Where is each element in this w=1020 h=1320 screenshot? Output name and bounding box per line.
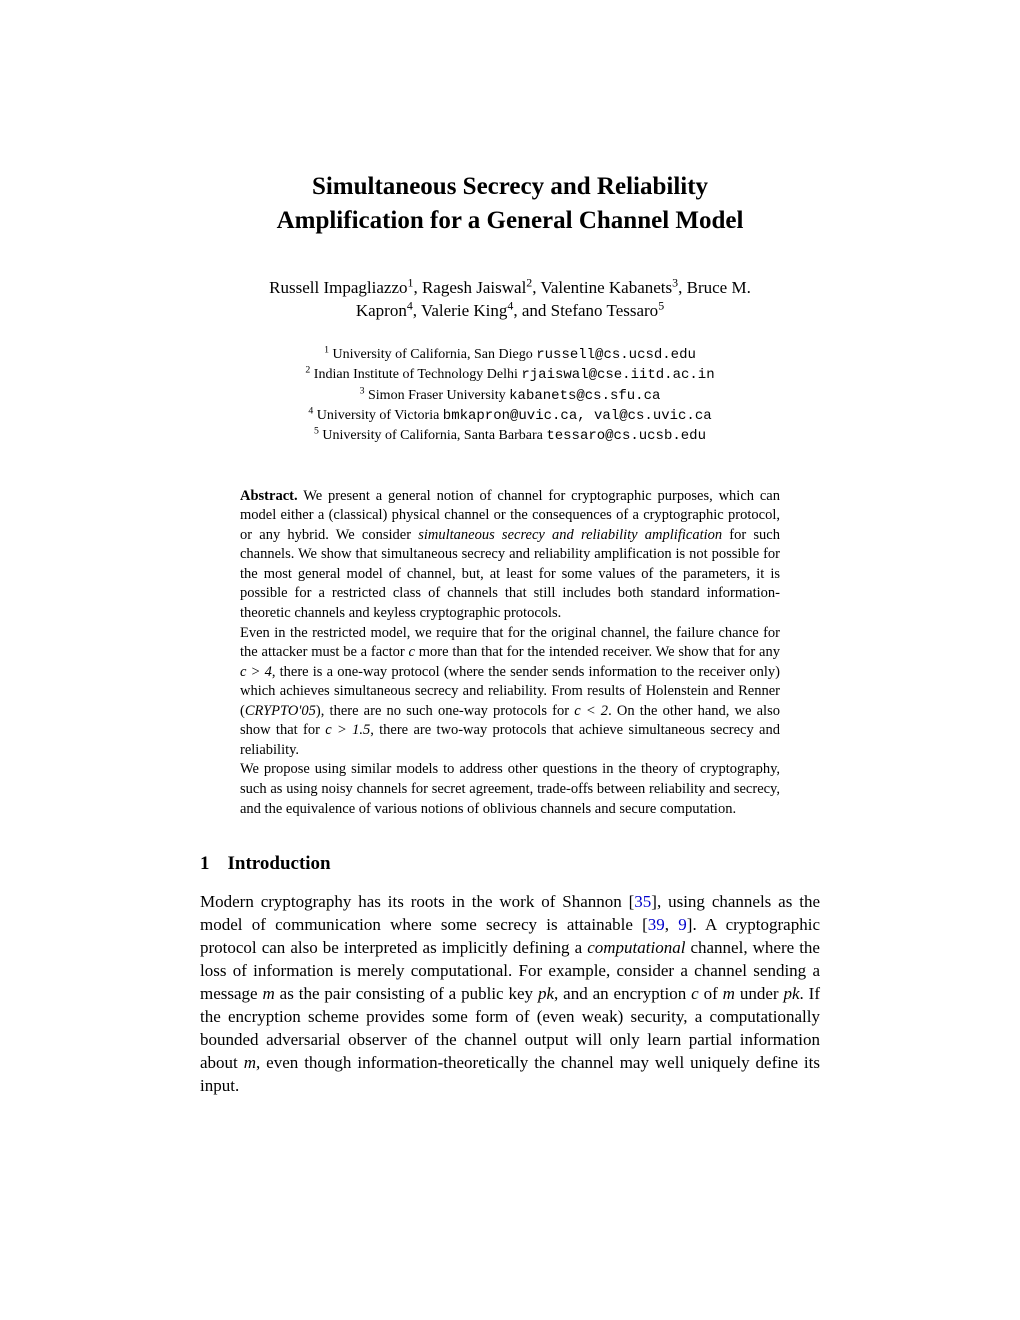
abstract-block: Abstract. We present a general notion of… (240, 487, 780, 820)
section-title: Introduction (228, 853, 331, 874)
email: bmkapron@uvic.ca, val@cs.uvic.ca (443, 408, 712, 424)
email: russell@cs.ucsd.edu (536, 347, 696, 363)
affiliation-line: 3 Simon Fraser University kabanets@cs.sf… (200, 386, 820, 406)
citation-link[interactable]: 39 (648, 915, 665, 934)
author: , Bruce M. (678, 278, 751, 297)
affiliation-line: 2 Indian Institute of Technology Delhi r… (200, 365, 820, 385)
affiliation-line: 5 University of California, Santa Barbar… (200, 426, 820, 446)
affil-ref: 5 (658, 299, 664, 313)
author: Kapron (356, 301, 407, 320)
authors-block: Russell Impagliazzo1, Ragesh Jaiswal2, V… (200, 276, 820, 324)
paper-title: Simultaneous Secrecy and Reliability Amp… (200, 170, 820, 238)
email: rjaiswal@cse.iitd.ac.in (521, 367, 714, 383)
email: kabanets@cs.sfu.ca (509, 388, 660, 404)
author: Russell Impagliazzo (269, 278, 407, 297)
section-heading: 1 Introduction (200, 853, 820, 875)
author: , Valerie King (413, 301, 508, 320)
author: , Valentine Kabanets (532, 278, 672, 297)
author: , and Stefano Tessaro (513, 301, 658, 320)
intro-paragraph: Modern cryptography has its roots in the… (200, 891, 820, 1097)
affiliation-line: 1 University of California, San Diego ru… (200, 345, 820, 365)
author: , Ragesh Jaiswal (413, 278, 526, 297)
title-line-2: Amplification for a General Channel Mode… (277, 207, 744, 234)
title-line-1: Simultaneous Secrecy and Reliability (312, 173, 708, 200)
citation-link[interactable]: 35 (634, 892, 651, 911)
affiliation-line: 4 University of Victoria bmkapron@uvic.c… (200, 406, 820, 426)
section-number: 1 (200, 853, 210, 874)
affiliations-block: 1 University of California, San Diego ru… (200, 345, 820, 446)
email: tessaro@cs.ucsb.edu (546, 428, 706, 444)
paper-page: Simultaneous Secrecy and Reliability Amp… (0, 0, 1020, 1198)
abstract-label: Abstract. (240, 488, 298, 504)
citation-link[interactable]: 9 (678, 915, 687, 934)
